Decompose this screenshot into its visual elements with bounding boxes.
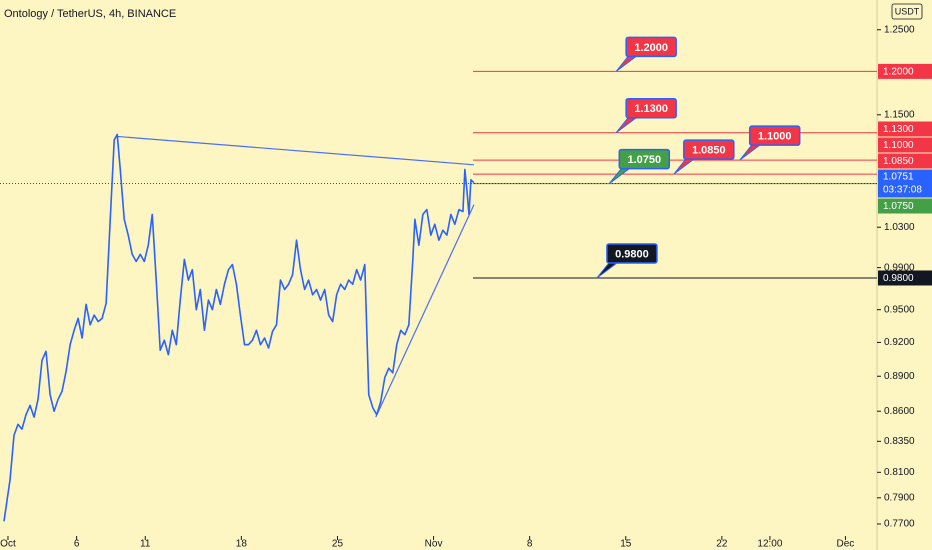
callout-label: 1.2000 xyxy=(634,42,668,54)
chart-title: Ontology / TetherUS, 4h, BINANCE xyxy=(4,8,176,20)
currency-box xyxy=(891,3,923,20)
y-tick-label: 0.8600 xyxy=(884,406,915,417)
axis-price-label: 1.2000 xyxy=(883,67,914,78)
x-tick-label: Nov xyxy=(425,539,443,550)
x-tick-label: 25 xyxy=(332,539,344,550)
x-tick-label: 11 xyxy=(140,539,151,550)
x-tick-label: 22 xyxy=(716,539,728,550)
x-tick-label: 12:00 xyxy=(757,539,782,550)
callout-box xyxy=(606,243,658,264)
y-tick-label: 0.8100 xyxy=(884,467,915,478)
y-tick-label: 0.8350 xyxy=(884,436,915,447)
axis-price-box xyxy=(878,198,932,214)
y-tick-label: 0.9200 xyxy=(884,337,915,348)
y-tick-label: 0.8900 xyxy=(884,371,915,382)
price-line xyxy=(3,133,475,522)
y-tick-label: 0.7700 xyxy=(884,519,915,530)
callout-label: 1.1300 xyxy=(634,103,668,115)
x-tick-label: 8 xyxy=(527,539,533,550)
axis-price-box xyxy=(878,137,932,153)
callout-box xyxy=(625,36,677,58)
x-tick-label: Dec xyxy=(837,539,855,550)
axis-price-box xyxy=(878,270,932,286)
callout-label: 1.1000 xyxy=(758,131,792,143)
x-tick-label: Oct xyxy=(0,539,16,550)
x-tick-label: 18 xyxy=(236,539,248,550)
callout-label: 1.0750 xyxy=(627,154,661,166)
axis-price-label: 1.1300 xyxy=(883,124,914,135)
axis-price-box xyxy=(878,169,932,198)
axis-price-label: 1.1000 xyxy=(883,140,914,151)
axis-price-label: 0.9800 xyxy=(883,273,914,284)
x-tick-label: 6 xyxy=(74,539,80,550)
callout-box xyxy=(683,139,735,160)
y-tick-label: 1.0300 xyxy=(884,222,915,233)
callout-label: 1.0850 xyxy=(692,145,726,157)
axis-price-label: 1.0850 xyxy=(883,156,914,167)
axis-price-box xyxy=(878,121,932,137)
countdown-label: 03:37:08 xyxy=(883,185,922,196)
callout-box xyxy=(618,148,671,170)
y-tick-label: 1.1500 xyxy=(884,109,915,120)
currency-label: USDT xyxy=(895,6,920,16)
callout-box xyxy=(748,125,801,146)
axis-price-box xyxy=(878,153,932,169)
y-tick-label: 1.2500 xyxy=(884,24,915,35)
y-tick-label: 0.9900 xyxy=(884,262,915,273)
y-tick-label: 0.9500 xyxy=(884,304,915,315)
trendline xyxy=(115,135,474,166)
current-price-label: 1.0751 xyxy=(883,172,914,183)
callout-box xyxy=(625,97,677,119)
trendline xyxy=(375,204,475,418)
callout-label: 0.9800 xyxy=(615,248,649,260)
axis-price-box xyxy=(878,63,932,79)
y-tick-label: 0.7900 xyxy=(884,492,915,503)
axis-price-label: 1.0750 xyxy=(883,201,914,212)
x-tick-label: 15 xyxy=(620,539,632,550)
